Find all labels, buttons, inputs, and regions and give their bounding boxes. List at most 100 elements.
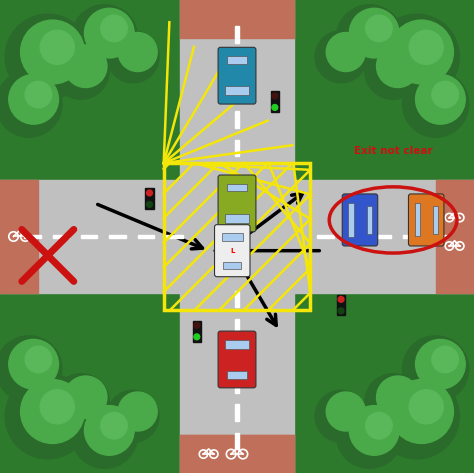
FancyBboxPatch shape — [342, 194, 378, 246]
FancyBboxPatch shape — [218, 175, 256, 232]
Bar — [53, 235, 69, 238]
Circle shape — [409, 30, 443, 64]
Circle shape — [432, 81, 458, 108]
Bar — [24, 235, 41, 238]
Bar — [235, 319, 239, 336]
Bar — [433, 206, 438, 234]
Circle shape — [25, 81, 52, 108]
Circle shape — [390, 379, 454, 444]
Bar — [227, 371, 247, 379]
Circle shape — [315, 31, 367, 83]
Circle shape — [194, 323, 200, 328]
Circle shape — [118, 33, 157, 71]
Circle shape — [374, 374, 459, 459]
Circle shape — [272, 93, 278, 99]
Circle shape — [118, 392, 157, 431]
Circle shape — [72, 5, 137, 71]
Bar — [235, 404, 239, 421]
FancyBboxPatch shape — [218, 331, 256, 388]
Bar — [226, 214, 248, 223]
Circle shape — [40, 30, 74, 64]
Circle shape — [146, 190, 153, 196]
Bar — [271, 91, 279, 112]
Bar — [0, 180, 474, 293]
Bar — [374, 235, 391, 238]
Circle shape — [432, 346, 458, 373]
Bar — [226, 86, 248, 96]
Circle shape — [338, 297, 344, 302]
Bar — [235, 111, 239, 128]
Bar — [0, 180, 38, 293]
Bar — [227, 56, 247, 64]
FancyBboxPatch shape — [218, 47, 256, 104]
Circle shape — [409, 390, 443, 424]
Bar — [348, 203, 354, 236]
Circle shape — [107, 31, 159, 83]
Circle shape — [107, 390, 159, 442]
FancyBboxPatch shape — [409, 194, 444, 246]
Circle shape — [315, 390, 367, 442]
Bar — [137, 235, 154, 238]
Circle shape — [365, 412, 392, 439]
Circle shape — [146, 201, 153, 207]
Circle shape — [416, 74, 465, 124]
Circle shape — [72, 402, 137, 468]
Circle shape — [194, 334, 200, 340]
Circle shape — [365, 15, 392, 42]
Circle shape — [272, 105, 278, 110]
Bar — [431, 235, 447, 238]
Bar — [415, 203, 420, 236]
Bar — [346, 235, 362, 238]
Bar — [192, 321, 201, 342]
Circle shape — [402, 336, 469, 402]
Circle shape — [5, 374, 91, 459]
Bar — [146, 188, 154, 209]
Circle shape — [9, 339, 58, 389]
Bar — [337, 295, 345, 315]
Bar — [180, 0, 294, 38]
Circle shape — [20, 20, 84, 84]
Circle shape — [0, 336, 62, 402]
Circle shape — [20, 379, 84, 444]
Circle shape — [64, 376, 107, 419]
Circle shape — [337, 5, 402, 71]
Bar — [402, 235, 419, 238]
Bar — [164, 163, 310, 310]
Bar — [180, 0, 294, 473]
Circle shape — [53, 374, 109, 430]
Circle shape — [416, 339, 465, 389]
Circle shape — [40, 390, 74, 424]
Circle shape — [0, 71, 62, 137]
Bar — [318, 235, 334, 238]
Circle shape — [402, 71, 469, 137]
Circle shape — [84, 8, 134, 58]
Text: Exit not clear: Exit not clear — [354, 146, 432, 156]
Bar — [221, 233, 243, 241]
Bar — [235, 83, 239, 99]
Circle shape — [376, 45, 419, 88]
Circle shape — [390, 20, 454, 84]
Bar — [166, 235, 182, 238]
Circle shape — [9, 74, 58, 124]
Circle shape — [25, 346, 52, 373]
FancyBboxPatch shape — [215, 225, 250, 277]
Bar — [235, 54, 239, 71]
Bar — [235, 26, 239, 43]
Circle shape — [337, 402, 402, 468]
Bar — [109, 235, 126, 238]
Circle shape — [326, 33, 365, 71]
Circle shape — [101, 15, 127, 42]
Bar — [235, 291, 239, 307]
Circle shape — [53, 43, 109, 99]
Bar — [436, 180, 474, 293]
Circle shape — [376, 376, 419, 419]
Text: L: L — [230, 248, 235, 254]
Circle shape — [365, 43, 421, 99]
Circle shape — [374, 14, 459, 99]
Circle shape — [5, 14, 91, 99]
Circle shape — [349, 406, 399, 455]
Circle shape — [64, 45, 107, 88]
Circle shape — [365, 374, 421, 430]
Bar — [235, 140, 239, 156]
Bar — [81, 235, 98, 238]
